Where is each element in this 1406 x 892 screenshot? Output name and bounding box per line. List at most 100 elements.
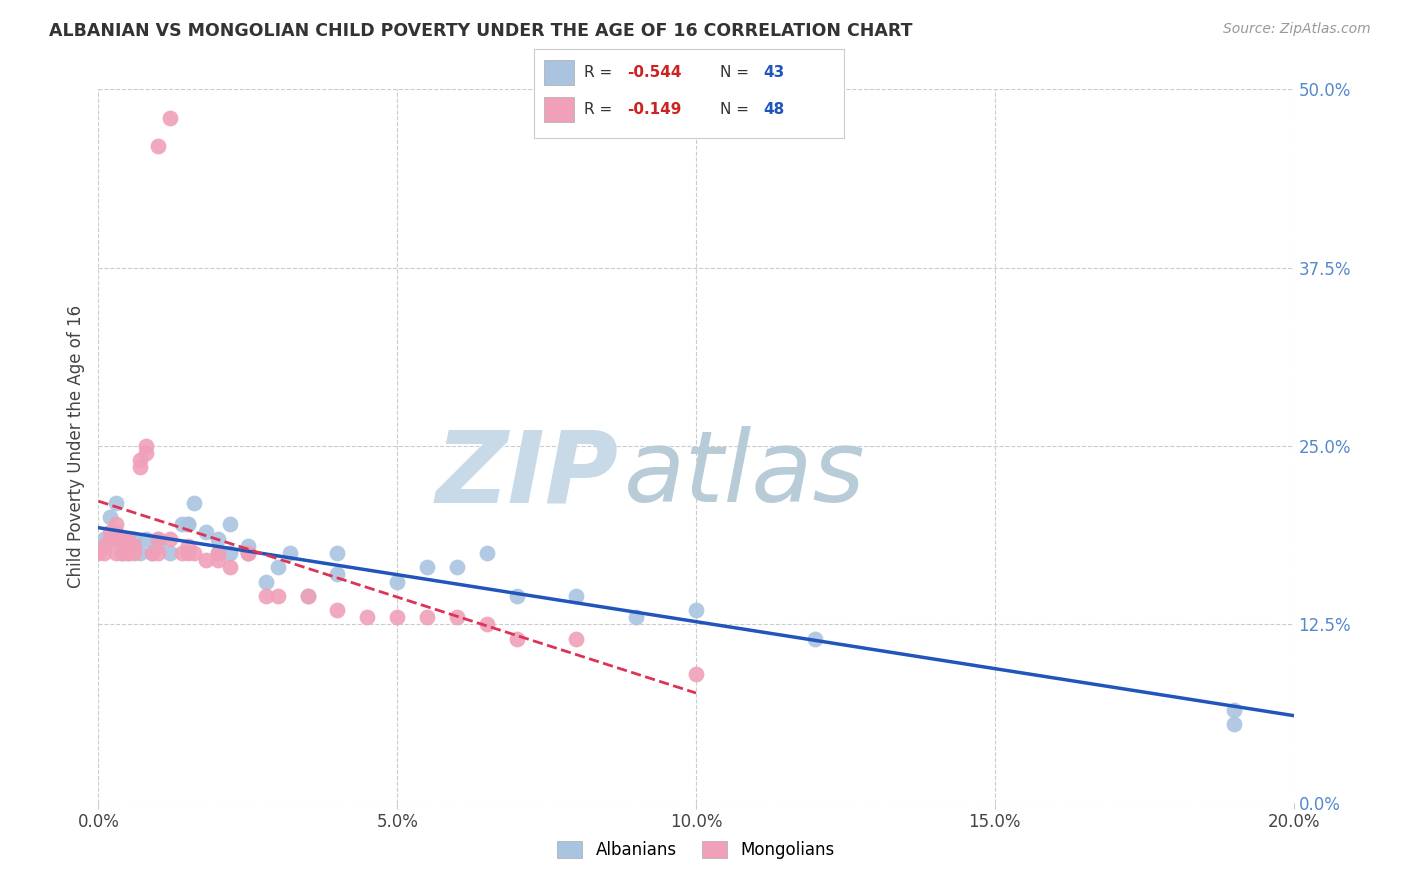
Point bbox=[159, 111, 181, 125]
Text: 48: 48 bbox=[763, 103, 785, 117]
Legend: Albanians, Mongolians: Albanians, Mongolians bbox=[551, 834, 841, 866]
Point bbox=[506, 632, 529, 646]
Point bbox=[183, 496, 205, 510]
Point bbox=[356, 610, 378, 624]
Point bbox=[236, 546, 259, 560]
Point bbox=[159, 546, 181, 560]
Text: -0.149: -0.149 bbox=[627, 103, 682, 117]
Point bbox=[195, 553, 218, 567]
Point bbox=[219, 517, 242, 532]
Point bbox=[236, 546, 259, 560]
Point bbox=[446, 560, 468, 574]
Point bbox=[685, 603, 707, 617]
Point bbox=[93, 539, 115, 553]
Point bbox=[105, 532, 128, 546]
Point bbox=[105, 496, 128, 510]
Point bbox=[135, 532, 157, 546]
Text: 43: 43 bbox=[763, 65, 785, 79]
Point bbox=[475, 546, 498, 560]
Point bbox=[124, 546, 146, 560]
Point bbox=[105, 532, 128, 546]
Point bbox=[148, 539, 170, 553]
Point bbox=[626, 610, 648, 624]
Text: ALBANIAN VS MONGOLIAN CHILD POVERTY UNDER THE AGE OF 16 CORRELATION CHART: ALBANIAN VS MONGOLIAN CHILD POVERTY UNDE… bbox=[49, 22, 912, 40]
FancyBboxPatch shape bbox=[544, 60, 575, 85]
FancyBboxPatch shape bbox=[544, 97, 575, 122]
Text: N =: N = bbox=[720, 103, 754, 117]
Point bbox=[129, 453, 152, 467]
Point bbox=[326, 546, 349, 560]
Point bbox=[172, 517, 194, 532]
Point bbox=[254, 574, 277, 589]
Point bbox=[117, 546, 139, 560]
Point bbox=[207, 546, 229, 560]
Point bbox=[135, 439, 157, 453]
Point bbox=[446, 610, 468, 624]
Point bbox=[105, 517, 128, 532]
Point bbox=[1223, 717, 1246, 731]
Text: R =: R = bbox=[583, 103, 617, 117]
Point bbox=[278, 546, 301, 560]
Point bbox=[129, 546, 152, 560]
Point bbox=[105, 546, 128, 560]
Point bbox=[111, 532, 134, 546]
Text: Source: ZipAtlas.com: Source: ZipAtlas.com bbox=[1223, 22, 1371, 37]
Point bbox=[183, 546, 205, 560]
Text: N =: N = bbox=[720, 65, 754, 79]
Point bbox=[111, 546, 134, 560]
Text: R =: R = bbox=[583, 65, 617, 79]
Point bbox=[117, 532, 139, 546]
Point bbox=[565, 632, 588, 646]
Point bbox=[416, 560, 439, 574]
Point bbox=[98, 532, 122, 546]
Point bbox=[117, 532, 139, 546]
Point bbox=[804, 632, 827, 646]
Point bbox=[148, 532, 170, 546]
Point bbox=[254, 589, 277, 603]
Y-axis label: Child Poverty Under the Age of 16: Child Poverty Under the Age of 16 bbox=[66, 304, 84, 588]
Point bbox=[148, 139, 170, 153]
Point bbox=[177, 546, 200, 560]
Point bbox=[326, 603, 349, 617]
Point bbox=[236, 546, 259, 560]
Point bbox=[87, 546, 110, 560]
Point bbox=[385, 574, 409, 589]
Text: atlas: atlas bbox=[624, 426, 866, 523]
Point bbox=[141, 546, 163, 560]
Text: ZIP: ZIP bbox=[436, 426, 619, 523]
Text: -0.544: -0.544 bbox=[627, 65, 682, 79]
Point bbox=[98, 510, 122, 524]
Point bbox=[207, 532, 229, 546]
Point bbox=[207, 546, 229, 560]
Point bbox=[177, 517, 200, 532]
Point bbox=[105, 524, 128, 539]
Point bbox=[124, 532, 146, 546]
Point bbox=[297, 589, 319, 603]
Point bbox=[267, 560, 290, 574]
Point bbox=[148, 546, 170, 560]
Point bbox=[111, 546, 134, 560]
Point bbox=[111, 532, 134, 546]
Point bbox=[297, 589, 319, 603]
Point bbox=[141, 546, 163, 560]
Point bbox=[385, 610, 409, 624]
Point bbox=[326, 567, 349, 582]
Point bbox=[129, 460, 152, 475]
Point bbox=[177, 517, 200, 532]
Point bbox=[124, 539, 146, 553]
Point bbox=[1223, 703, 1246, 717]
Point bbox=[98, 524, 122, 539]
Point bbox=[177, 539, 200, 553]
Point bbox=[195, 524, 218, 539]
Point bbox=[475, 617, 498, 632]
Point bbox=[117, 546, 139, 560]
Point bbox=[565, 589, 588, 603]
Point bbox=[159, 532, 181, 546]
Point bbox=[135, 446, 157, 460]
Point bbox=[93, 546, 115, 560]
Point bbox=[172, 546, 194, 560]
Point bbox=[207, 553, 229, 567]
Point bbox=[148, 532, 170, 546]
Point bbox=[124, 539, 146, 553]
Point bbox=[506, 589, 529, 603]
